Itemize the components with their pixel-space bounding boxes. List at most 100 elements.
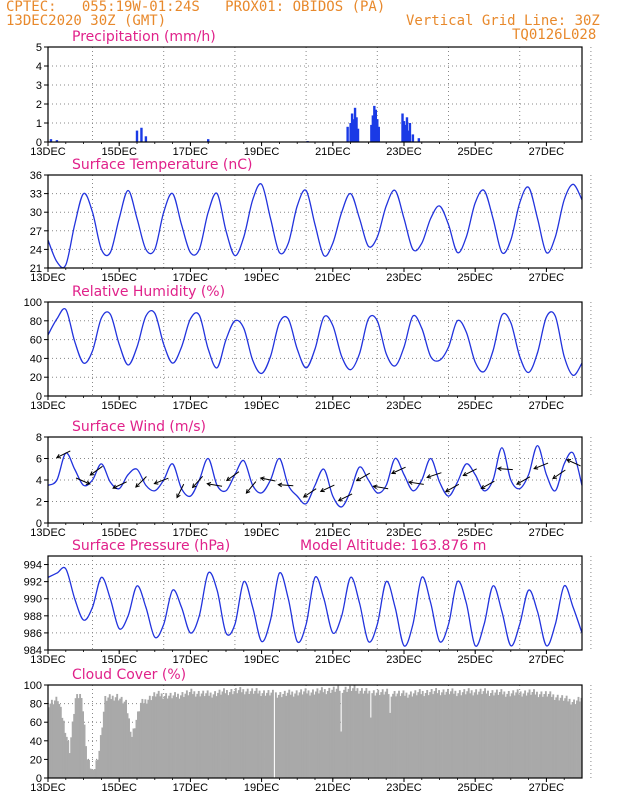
cloud-bar — [282, 693, 285, 778]
wind-arrow-head — [191, 483, 197, 489]
cloud-bar — [297, 695, 300, 778]
cloud-bar — [128, 718, 130, 778]
wind-arrow-head — [533, 465, 539, 470]
cloud-bar — [319, 690, 322, 778]
cloud-bar — [464, 694, 467, 778]
cloud-bar — [168, 695, 171, 778]
cloud-bar — [378, 695, 381, 778]
cloud-bar — [56, 701, 59, 778]
x-tick-label: 15DEC — [101, 654, 137, 666]
series-line — [47, 308, 583, 376]
cloud-bar — [531, 692, 534, 778]
cloud-bar — [396, 693, 399, 778]
panel-5: 984 986 988 990 992 994 13DEC 15DEC 17DEC 19DEC 21… — [24, 538, 592, 666]
cloud-bar — [570, 704, 573, 778]
y-tick-label: 80 — [30, 316, 42, 328]
cloud-bar — [482, 691, 485, 778]
precip-bar — [353, 107, 357, 142]
cloud-bar — [331, 689, 334, 778]
cloud-bar — [59, 706, 62, 778]
cloud-bar — [550, 696, 553, 778]
x-tick-label: 23DEC — [386, 782, 422, 794]
wind-arrow — [192, 475, 204, 488]
series-line — [47, 444, 583, 508]
cloud-bar — [362, 693, 365, 778]
wind-arrow — [112, 481, 127, 489]
cloud-bar — [432, 694, 435, 778]
header-date: 13DEC2020 30Z (GMT) — [6, 13, 167, 29]
y-tick-label: 0 — [36, 391, 42, 403]
panel-title: Surface Pressure (hPa) — [72, 538, 230, 554]
cloud-bar — [295, 690, 298, 778]
cloud-bar — [309, 695, 311, 778]
cloud-bar — [325, 694, 328, 778]
cloud-bar — [521, 696, 524, 778]
cloud-bar — [137, 711, 139, 778]
cloud-bar — [150, 700, 153, 778]
x-tick-label: 17DEC — [173, 654, 209, 666]
header-run-id: TQ0126L028 — [512, 27, 597, 43]
cloud-bar — [135, 719, 138, 778]
cloud-bar — [286, 692, 289, 778]
cloud-bar — [80, 698, 83, 778]
panel-2: 21 24 27 30 33 36 13DEC 15DEC 17DEC 19DEC 21DEC 23D… — [30, 157, 592, 284]
cloud-bar — [512, 690, 515, 778]
cloud-bar — [77, 698, 80, 778]
cloud-bar — [289, 694, 292, 778]
cloud-bar — [202, 690, 205, 778]
precip-bar — [370, 124, 373, 142]
wind-arrow-head — [390, 469, 396, 475]
cloud-bar — [252, 693, 255, 778]
wind-arrow-head — [112, 484, 118, 489]
cloud-bar — [392, 693, 395, 778]
cloud-bar — [522, 693, 525, 778]
cloud-bar — [538, 694, 541, 778]
y-tick-label: 100 — [24, 297, 42, 309]
wind-arrow — [154, 477, 169, 485]
cloud-bar — [303, 691, 306, 778]
x-tick-label: 19DEC — [244, 272, 280, 284]
cloud-bar — [221, 691, 224, 778]
x-tick-label: 13DEC — [30, 146, 66, 158]
cloud-bar — [134, 728, 136, 778]
cloud-bar — [257, 693, 260, 778]
cloud-bar — [444, 694, 446, 778]
cloud-bar — [234, 688, 237, 778]
cloud-bar — [55, 696, 58, 778]
precip-bar — [401, 113, 404, 142]
cloud-bar — [93, 769, 96, 778]
precip-bar — [355, 117, 358, 142]
cloud-bar — [159, 696, 162, 778]
cloud-bar — [501, 694, 504, 778]
cloud-bar — [249, 691, 252, 778]
cloud-bar — [316, 688, 319, 778]
header-grid-note: Vertical Grid Line: 30Z — [406, 13, 600, 29]
x-tick-label: 27DEC — [529, 782, 565, 794]
wind-arrow — [391, 466, 406, 474]
cloud-bar — [153, 692, 156, 778]
cloud-bar — [67, 740, 70, 778]
cloud-bar — [564, 698, 567, 778]
cloud-bar — [509, 696, 512, 778]
cloud-bar — [214, 691, 217, 778]
wind-arrow-head — [444, 488, 450, 493]
cloud-bar — [145, 703, 148, 778]
wind-arrow — [56, 450, 71, 459]
cloud-bar — [102, 711, 105, 778]
cloud-bar — [123, 701, 126, 778]
wind-arrow — [356, 472, 371, 482]
y-tick-label: 2 — [36, 99, 42, 111]
wind-arrow — [497, 467, 513, 471]
cloud-bar — [322, 692, 325, 778]
cloud-bar — [240, 692, 243, 778]
cloud-bar — [226, 690, 228, 778]
cloud-bar — [355, 690, 357, 778]
cloud-bar — [218, 689, 221, 778]
cloud-bar — [85, 746, 87, 778]
cloud-bar — [466, 691, 469, 778]
x-tick-label: 23DEC — [386, 654, 422, 666]
cloud-bar — [449, 691, 452, 778]
cloud-bar — [328, 687, 331, 778]
cloud-bar — [525, 695, 528, 778]
cloud-bar — [503, 691, 506, 778]
